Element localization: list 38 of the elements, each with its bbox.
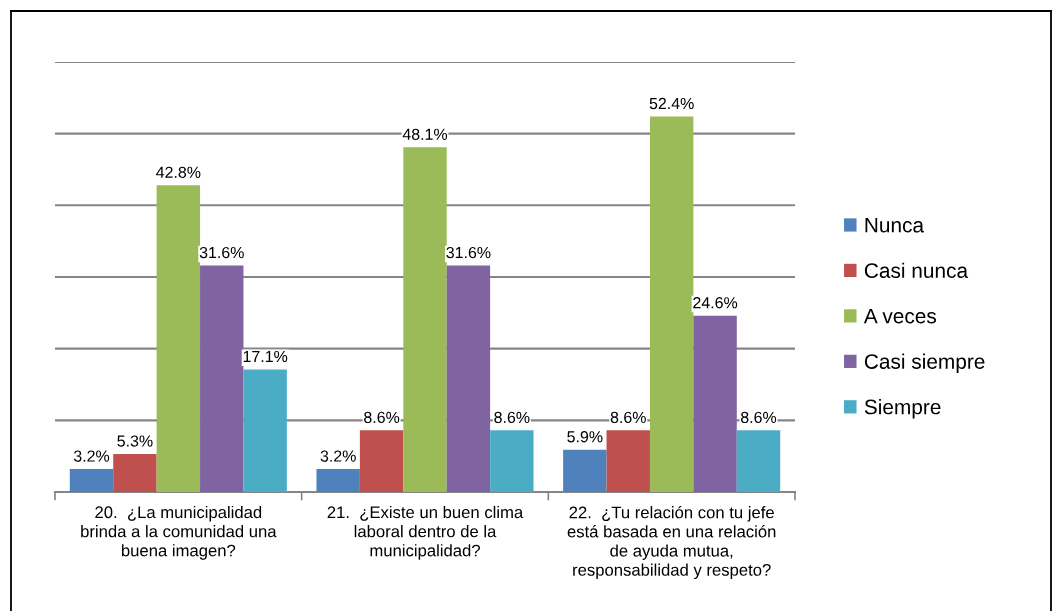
bar: [403, 147, 447, 492]
data-label: 8.6%: [610, 411, 646, 424]
x-tick-label: 21. ¿Existe un buen clima laboral dentro de la municipalidad?: [327, 505, 524, 560]
legend-label: Casi siempre: [864, 353, 985, 374]
data-label: 5.3%: [117, 435, 153, 447]
data-label: 17.1%: [243, 350, 288, 363]
bar: [156, 185, 201, 492]
bar: [693, 315, 737, 492]
data-label: 42.8%: [156, 166, 201, 178]
bar: [563, 449, 607, 492]
legend-label: Siempre: [864, 399, 941, 419]
bar: [446, 265, 491, 492]
data-label: 31.6%: [199, 246, 244, 259]
bar: [243, 369, 287, 492]
legend-label: Casi nunca: [864, 262, 969, 278]
data-label: 31.6%: [446, 246, 491, 259]
bar: [113, 454, 157, 492]
bar: [359, 430, 404, 492]
bar: [736, 430, 781, 492]
legend-label: Nunca: [865, 217, 925, 233]
data-label: 3.2%: [320, 450, 356, 462]
legend-label: A veces: [863, 308, 937, 324]
x-tick-label: 20. ¿La municipalidad brinda a la comunidad una buena imagen?: [81, 505, 277, 560]
data-label: 52.4%: [649, 97, 694, 110]
bar: [200, 265, 244, 492]
bar: [490, 430, 534, 492]
x-tick-label: 22. ¿Tu relación con tu jefe está basada en una relación de ayuda mutua, responsabilidad y respeto?: [567, 505, 776, 580]
data-label: 8.6%: [364, 411, 400, 424]
bar: [69, 469, 114, 492]
bar: [316, 469, 360, 492]
data-label: 8.6%: [494, 411, 530, 424]
data-label: 48.1%: [402, 128, 448, 140]
data-label: 8.6%: [740, 411, 777, 424]
data-label: 3.2%: [73, 450, 110, 462]
data-label: 24.6%: [693, 297, 738, 309]
bar: [649, 116, 694, 492]
data-label: 5.9%: [567, 431, 603, 443]
bar: [606, 430, 650, 492]
